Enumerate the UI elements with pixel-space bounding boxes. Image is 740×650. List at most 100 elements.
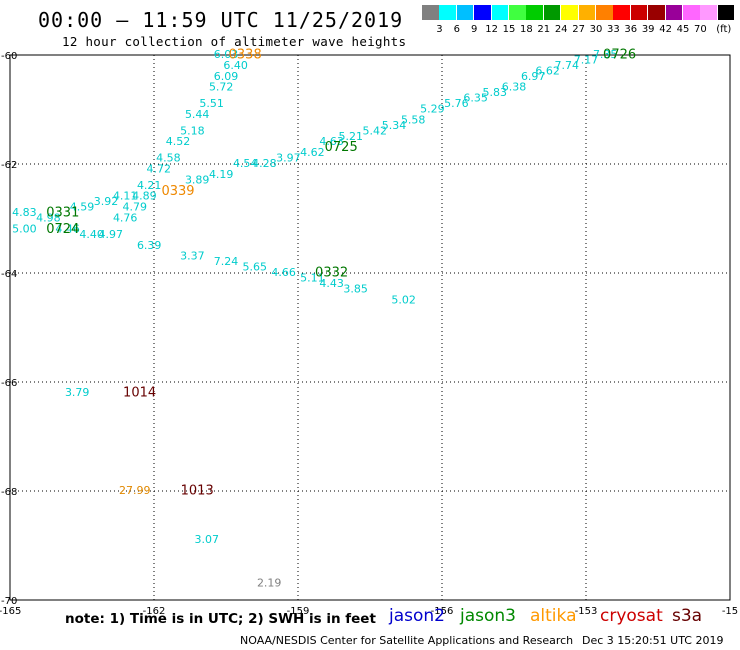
legend-swatch [648,5,666,20]
legend-swatch [717,5,736,20]
swh-value-label: 6.38 [502,81,527,94]
pass-time-label: 1014 [123,385,156,400]
swh-value-label: 6.62 [535,64,560,77]
y-tick-label: -60 [1,51,17,62]
credit-line: NOAA/NESDIS Center for Satellite Applica… [240,634,574,647]
legend-label: 3 [436,24,443,35]
legend-swatch [630,5,649,20]
swh-value-label: 5.72 [209,81,234,94]
legend-swatch [474,5,492,20]
legend-label: 36 [624,24,638,35]
satellite-altika-label: altika [530,606,577,626]
legend-label: 6 [453,24,460,35]
swh-value-label: 6.39 [137,239,162,252]
swh-value-label: 6.09 [214,70,239,83]
legend-swatch [561,5,579,20]
pass-time-label: 0339 [161,184,194,199]
x-tick-label: -153 [575,606,598,617]
y-tick-label: -66 [1,378,17,389]
y-tick-label: -70 [1,596,17,607]
legend-swatch [596,5,614,20]
legend-label: 9 [471,24,478,35]
swh-value-label: 5.58 [401,113,426,126]
legend-label: 18 [520,24,533,35]
legend-label: 30 [589,24,603,35]
swh-value-label: 5.21 [339,130,364,143]
swh-value-label: 4.11 [113,190,138,203]
legend-swatch [665,5,684,20]
x-tick-label: -165 [0,606,21,617]
legend-label: 45 [676,24,690,35]
plot-frame [9,54,731,601]
swh-value-label: 5.34 [382,119,407,132]
swh-value-label: 5.76 [444,97,469,110]
legend-swatch [700,5,718,20]
legend-swatch [526,5,544,20]
swh-value-label: 7.35 [593,48,618,61]
pass-time-label: 1013 [181,484,214,499]
swh-value-label: 5.18 [180,124,205,137]
swh-value-label: 4.21 [137,179,162,192]
swh-value-label: 5.44 [185,108,210,121]
legend-label: 33 [607,24,620,35]
pass-time-label: 0331 [46,206,79,221]
legend-label: 39 [641,24,655,35]
swh-value-label: 7.74 [555,59,580,72]
swh-value-label: 4.28 [252,157,277,170]
swh-value-label: 6.35 [463,92,488,105]
pass-time-label: 0725 [325,140,358,155]
x-tick-label: -159 [287,606,310,617]
legend-label: 15 [502,24,516,35]
swh-value-label: 5.83 [483,86,508,99]
swh-value-label: 4.59 [70,201,95,214]
legend-swatch [578,5,597,20]
generated-timestamp: Dec 3 15:20:51 UTC 2019 [582,634,724,647]
swh-value-label: 4.97 [99,228,124,241]
legend-swatch [422,5,440,20]
legend-label: 12 [485,24,498,35]
swh-value-label: 5.11 [300,271,325,284]
swh-value-label: 4.76 [113,212,138,225]
swh-value-label: 5.65 [243,261,268,274]
swh-value-label: 3.89 [185,173,210,186]
swh-value-label: 3.07 [195,533,220,546]
swh-value-label: 5.51 [199,97,224,110]
legend-swatch [509,5,527,20]
pass-time-label: 0726 [603,48,636,63]
legend-swatch [613,5,631,20]
legend-label: 70 [694,24,707,35]
satellite-jason2-label: jason2 [389,606,445,626]
swh-value-label: 5.00 [12,222,37,235]
swh-value-label: 3.85 [343,282,368,295]
legend-label: 27 [572,24,585,35]
satellite-cryosat-label: cryosat [600,606,663,626]
pass-time-label: 0338 [229,48,262,63]
swh-value-label: 4.66 [271,266,296,279]
swh-value-label: 2.19 [257,577,282,590]
pass-time-label: 0724 [46,222,79,237]
swh-value-label: 4.72 [147,162,172,175]
swh-value-label: 7.24 [214,255,239,268]
legend-swatch [683,5,701,20]
swh-value-label: 7.17 [574,53,599,66]
swh-value-label: 4.46 [55,222,80,235]
swh-value-label: 27.99 [119,484,151,497]
swh-value-label: 4.83 [12,206,37,219]
satellite-jason3-label: jason3 [460,606,516,626]
swh-value-label: 5.02 [391,293,416,306]
swh-value-label: 6.97 [521,70,546,83]
legend-swatch [456,5,475,20]
swh-value-label: 4.58 [156,152,181,165]
swh-value-label: 5.29 [420,103,445,116]
swh-value-label: 4.43 [319,277,344,290]
swh-value-label: 3.37 [180,250,205,263]
swh-value-label: 4.52 [166,135,191,148]
swh-value-label: 5.42 [363,124,388,137]
swh-value-label: 4.98 [36,212,61,225]
x-tick-label: -15 [722,606,738,617]
y-tick-label: -64 [1,269,17,280]
satellite-s3a-label: s3a [672,606,703,626]
chart-title: 00:00 — 11:59 UTC 11/25/2019 [38,8,404,32]
legend-swatch [439,5,457,20]
